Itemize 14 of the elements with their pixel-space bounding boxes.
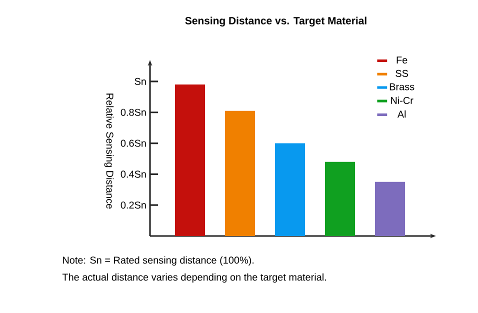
text: Note: Sn = Rated sensing distance (100%). [63,256,254,266]
legend-label: Al [397,110,406,118]
y-tick-label: 0.4Sn [120,170,146,178]
text: The actual distance varies depending on the target material. [62,273,326,283]
legend-label: Brass [390,83,414,90]
y-tick-label: 0.6Sn [120,140,146,147]
legend-label: SS [396,70,408,77]
y-tick-label: 0.8Sn [120,108,146,116]
chart-title: Sensing Distance vs. Target Material [185,16,366,27]
legend-label: Fe [396,56,408,64]
y-tick-label: 0.2Sn [120,202,146,209]
y-axis-title: Relative Sensing Distance [104,94,114,209]
legend-label: Ni-Cr [391,96,414,104]
y-tick-label: Sn [134,78,146,85]
